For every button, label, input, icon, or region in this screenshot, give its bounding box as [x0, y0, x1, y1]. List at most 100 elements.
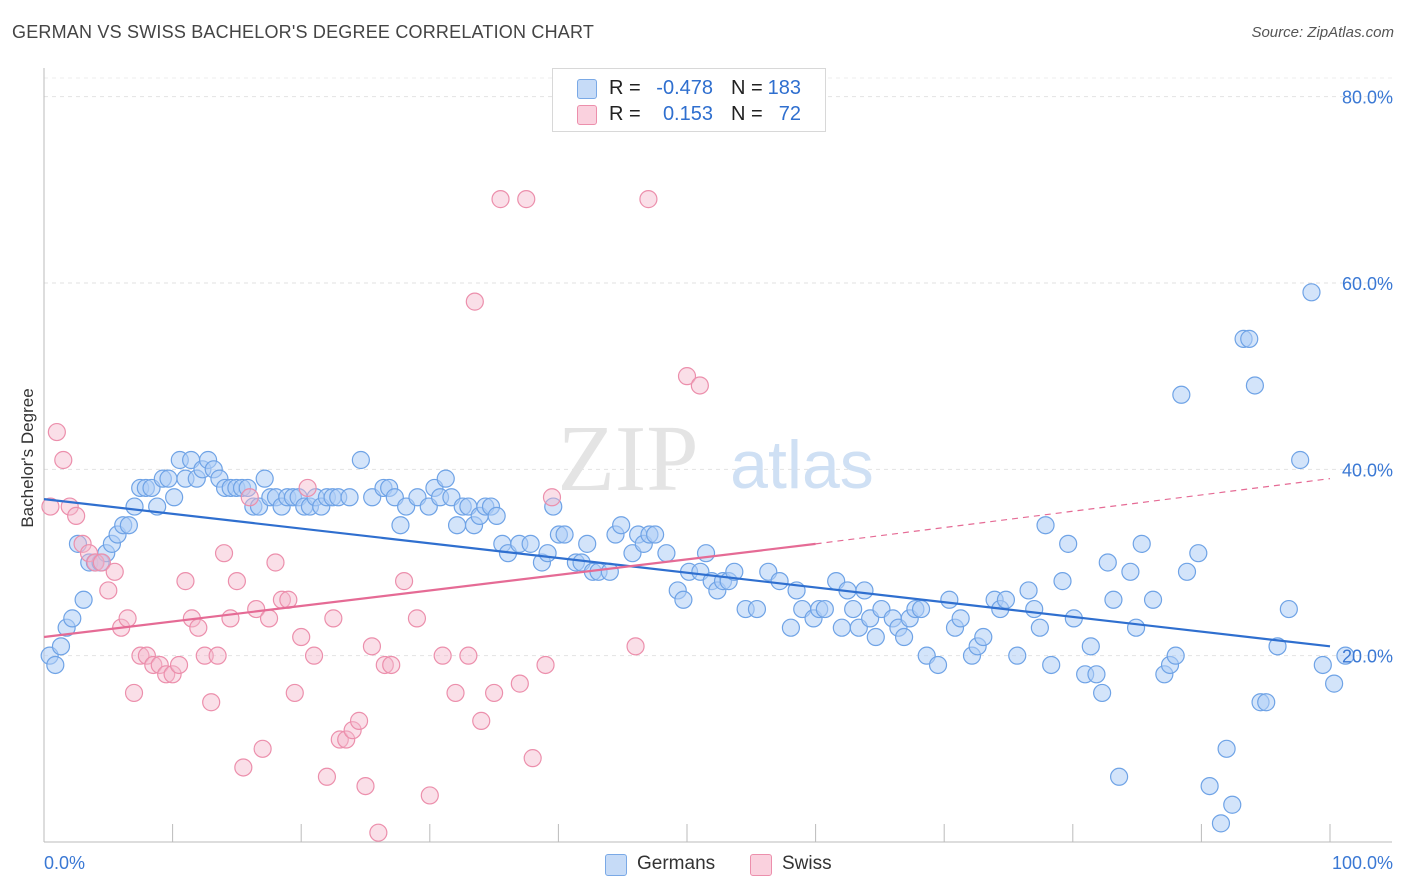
data-point [538, 544, 557, 563]
data-point [815, 599, 834, 619]
data-point [1291, 450, 1310, 470]
source-label: Source: ZipAtlas.com [1251, 24, 1394, 41]
data-point [677, 367, 697, 386]
data-point [866, 627, 885, 647]
y-tick-label: 20.0% [1342, 647, 1393, 667]
data-point [639, 190, 658, 209]
data-point [832, 618, 851, 637]
legend-swatch-germans [605, 854, 627, 876]
data-point [578, 534, 597, 553]
x-tick-label: 0.0% [44, 853, 85, 873]
stats-row-germans: R = -0.478 N = 183 [553, 75, 825, 101]
data-point [600, 562, 619, 581]
data-point [1087, 665, 1106, 684]
data-point [725, 562, 744, 581]
data-point [1217, 739, 1236, 758]
data-point [855, 581, 874, 600]
data-point [1268, 637, 1287, 656]
data-point [1166, 646, 1185, 665]
data-point [465, 292, 484, 311]
data-point [285, 683, 304, 703]
series-germans [40, 283, 1355, 833]
y-axis-label: Bachelor's Degree [18, 388, 37, 528]
stats-r-value: 0.153 [662, 103, 713, 125]
data-point [420, 786, 439, 805]
data-point [1143, 590, 1163, 609]
data-point [407, 609, 427, 628]
data-point [1257, 693, 1276, 712]
data-point [86, 553, 105, 572]
data-point [1189, 544, 1208, 563]
data-point [340, 488, 359, 507]
tick-labels: 20.0% 40.0% 60.0% 80.0% 0.0% 100.0% [44, 88, 1393, 873]
data-point [298, 478, 317, 498]
data-point [1302, 283, 1321, 302]
data-point [459, 646, 478, 665]
data-point [391, 516, 410, 535]
data-point [1211, 814, 1231, 833]
data-points [40, 190, 1355, 842]
data-point [324, 609, 343, 628]
data-point [195, 646, 214, 665]
data-point [646, 525, 665, 544]
data-point [51, 637, 71, 656]
data-point [382, 655, 401, 675]
data-point [436, 469, 455, 488]
trend-line-germans [43, 498, 1331, 648]
data-point [99, 581, 118, 600]
data-point [974, 627, 993, 647]
data-point [1025, 599, 1044, 619]
data-point [1172, 385, 1191, 404]
data-point [1313, 655, 1332, 675]
stats-n-label: N = [731, 77, 763, 99]
stats-r-label: R = [609, 103, 641, 125]
data-point [119, 516, 138, 535]
data-point [510, 674, 529, 693]
data-point [1325, 674, 1344, 693]
data-point [189, 618, 208, 637]
data-point [125, 497, 144, 516]
data-point [131, 646, 150, 665]
data-point [47, 422, 66, 442]
data-point [544, 497, 563, 516]
data-point [447, 516, 467, 535]
data-point [1098, 553, 1117, 572]
trend-line-extension [815, 478, 1331, 545]
data-point [259, 609, 279, 628]
stats-n-value: 183 [767, 77, 801, 99]
data-point [157, 665, 176, 684]
data-point [144, 655, 163, 675]
data-point [657, 544, 676, 563]
data-point [356, 776, 375, 796]
data-point [1245, 376, 1264, 395]
data-point [67, 506, 86, 526]
x-tick-label: 100.0% [1332, 853, 1393, 873]
data-point [221, 609, 240, 628]
data-point [1200, 776, 1219, 796]
data-point [894, 627, 914, 647]
data-point [781, 618, 801, 637]
data-point [159, 469, 178, 488]
data-point [163, 665, 182, 684]
stats-r-label: R = [609, 77, 641, 99]
data-point [521, 534, 540, 553]
data-point [394, 572, 414, 591]
data-point [1008, 646, 1027, 665]
axes [43, 68, 1392, 843]
data-point [1279, 599, 1298, 619]
watermark-atlas: atlas [730, 427, 874, 503]
y-tick-label: 40.0% [1342, 460, 1393, 480]
data-point [612, 516, 631, 535]
data-point [1042, 655, 1061, 675]
data-point [626, 637, 645, 656]
legend-label-germans: Germans [637, 853, 716, 874]
legend-label-swiss: Swiss [782, 853, 832, 874]
data-point [491, 190, 510, 209]
data-point [124, 683, 144, 703]
data-point [255, 469, 274, 488]
chart-title: GERMAN VS SWISS BACHELOR'S DEGREE CORREL… [12, 22, 595, 42]
stats-r-value: -0.478 [656, 77, 713, 99]
data-point [202, 693, 221, 712]
data-point [1121, 562, 1140, 581]
